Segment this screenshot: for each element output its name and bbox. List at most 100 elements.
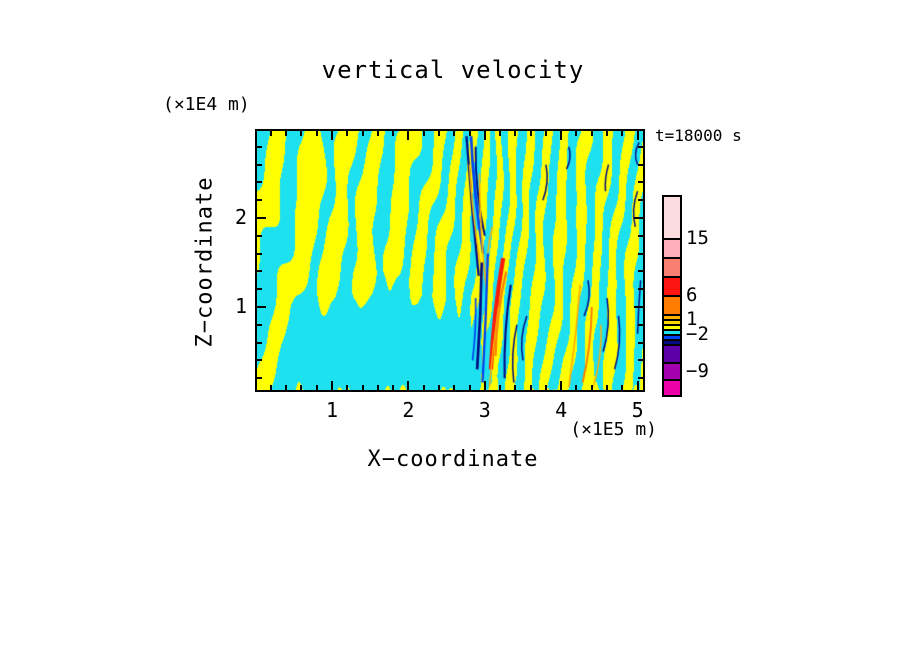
tick-mark	[590, 131, 593, 136]
tick-mark	[453, 385, 456, 390]
z-axis-title: Z−coordinate	[192, 176, 218, 348]
colorbar-segment	[664, 344, 680, 362]
plot-title: vertical velocity	[321, 56, 585, 84]
tick-mark	[638, 270, 643, 273]
tick-mark	[483, 381, 486, 390]
tick-mark	[638, 323, 643, 326]
colorbar-segment	[664, 339, 680, 344]
x-tick-label: 3	[478, 398, 491, 422]
tick-mark	[621, 131, 624, 136]
tick-mark	[315, 131, 318, 136]
tick-mark	[638, 181, 643, 184]
tick-mark	[285, 385, 288, 390]
tick-mark	[468, 131, 471, 136]
x-axis-title: X−coordinate	[367, 447, 539, 472]
tick-mark	[638, 377, 643, 380]
tick-mark	[376, 131, 379, 136]
colorbar-tick-label: −2	[686, 323, 709, 345]
tick-mark	[361, 385, 364, 390]
tick-mark	[638, 341, 643, 344]
tick-mark	[499, 385, 502, 390]
tick-mark	[638, 145, 643, 148]
tick-mark	[376, 385, 379, 390]
tick-mark	[257, 199, 262, 202]
tick-mark	[257, 377, 262, 380]
colorbar-tick-label: −9	[686, 360, 709, 382]
tick-mark	[606, 385, 609, 390]
tick-mark	[285, 131, 288, 136]
tick-mark	[529, 385, 532, 390]
x-tick-label: 1	[325, 398, 339, 422]
tick-mark	[422, 131, 425, 136]
colorbar	[662, 195, 682, 397]
x-tick-label: 5	[631, 398, 644, 422]
tick-mark	[331, 381, 333, 390]
colorbar-segment	[664, 329, 680, 334]
tick-mark	[621, 385, 624, 390]
tick-mark	[483, 131, 486, 140]
z-tick-label: 2	[234, 205, 247, 229]
tick-mark	[257, 181, 262, 184]
tick-mark	[257, 341, 262, 344]
tick-mark	[257, 145, 262, 148]
tick-mark	[468, 385, 471, 390]
tick-mark	[606, 131, 609, 136]
tick-mark	[638, 252, 643, 255]
colorbar-segment	[664, 238, 680, 257]
tick-mark	[437, 131, 440, 136]
tick-mark	[257, 306, 266, 308]
colorbar-segment	[664, 197, 680, 238]
tick-mark	[638, 288, 643, 291]
tick-mark	[257, 217, 266, 219]
colorbar-segment	[664, 257, 680, 276]
tick-mark	[346, 131, 349, 136]
tick-mark	[514, 385, 517, 390]
tick-mark	[300, 131, 303, 136]
colorbar-tick-label: 1	[686, 308, 698, 330]
colorbar-segment	[664, 324, 680, 329]
colorbar-segment	[664, 314, 680, 319]
tick-mark	[638, 199, 643, 202]
x-axis-unit-label: (×1E5 m)	[570, 419, 657, 440]
tick-mark	[590, 385, 593, 390]
x-tick-label: 2	[402, 398, 415, 422]
tick-mark	[407, 131, 410, 140]
tick-mark	[331, 131, 333, 140]
tick-mark	[257, 252, 262, 255]
colorbar-tick-label: 6	[686, 284, 698, 306]
z-axis-unit-label: (×1E4 m)	[163, 94, 250, 115]
colorbar-segment	[664, 379, 680, 395]
tick-mark	[453, 131, 456, 136]
colorbar-tick-label: 15	[686, 227, 709, 249]
tick-mark	[300, 385, 303, 390]
tick-mark	[315, 385, 318, 390]
tick-mark	[346, 385, 349, 390]
tick-mark	[437, 385, 440, 390]
tick-mark	[257, 270, 262, 273]
velocity-field-heatmap	[257, 131, 643, 390]
tick-mark	[361, 131, 364, 136]
z-tick-label: 1	[234, 294, 247, 318]
tick-mark	[422, 385, 425, 390]
tick-mark	[638, 163, 643, 166]
x-tick-label: 4	[555, 398, 568, 422]
tick-mark	[407, 381, 410, 390]
time-annotation: t=18000 s	[655, 126, 742, 145]
tick-mark	[257, 163, 262, 166]
tick-mark	[638, 234, 643, 237]
tick-mark	[499, 131, 502, 136]
tick-mark	[529, 131, 532, 136]
tick-mark	[257, 234, 262, 237]
tick-mark	[514, 131, 517, 136]
tick-mark	[638, 359, 643, 362]
tick-mark	[636, 131, 639, 140]
colorbar-segment	[664, 295, 680, 314]
tick-mark	[575, 385, 578, 390]
tick-mark	[269, 131, 272, 136]
tick-mark	[560, 131, 563, 140]
tick-mark	[257, 323, 262, 326]
plot-frame	[255, 129, 645, 392]
tick-mark	[269, 385, 272, 390]
colorbar-segment	[664, 319, 680, 324]
tick-mark	[544, 385, 547, 390]
